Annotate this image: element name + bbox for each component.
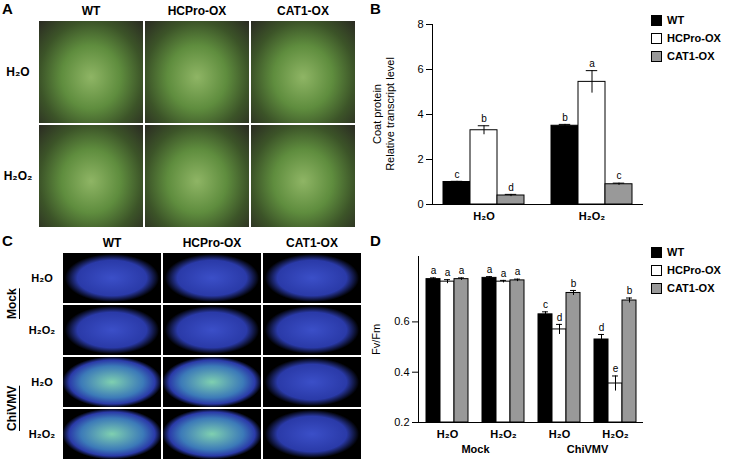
svg-text:H₂O₂: H₂O₂ bbox=[579, 210, 605, 222]
svg-text:e: e bbox=[613, 363, 619, 374]
svg-text:2: 2 bbox=[417, 153, 423, 165]
svg-text:6: 6 bbox=[417, 63, 423, 75]
html-text:CAT1-OX: CAT1-OX bbox=[667, 282, 715, 294]
html-text:H₂O₂: H₂O₂ bbox=[28, 324, 56, 336]
html-text:WT: WT bbox=[81, 4, 101, 18]
svg-text:0.4: 0.4 bbox=[394, 366, 409, 378]
svg-text:H₂O: H₂O bbox=[437, 428, 459, 440]
svg-text:0: 0 bbox=[417, 198, 423, 210]
svg-text:c: c bbox=[455, 169, 460, 180]
html-text:H₂O: H₂O bbox=[31, 272, 53, 284]
svg-text:a: a bbox=[459, 265, 465, 276]
svg-text:a: a bbox=[515, 266, 521, 277]
svg-text:b: b bbox=[481, 113, 487, 124]
html-text:D: D bbox=[370, 232, 381, 249]
html-text:B: B bbox=[370, 0, 381, 17]
html-text:HCPro-OX: HCPro-OX bbox=[667, 32, 721, 44]
svg-text:H₂O: H₂O bbox=[549, 428, 571, 440]
html-text:Mock: Mock bbox=[5, 288, 19, 320]
html-text:CAT1-OX: CAT1-OX bbox=[286, 236, 338, 250]
svg-text:a: a bbox=[501, 268, 507, 279]
svg-text:H₂O₂: H₂O₂ bbox=[602, 428, 628, 440]
html-text:H₂O₂: H₂O₂ bbox=[3, 169, 33, 183]
svg-text:ChiVMV: ChiVMV bbox=[567, 443, 609, 455]
svg-text:b: b bbox=[562, 112, 568, 123]
svg-text:d: d bbox=[508, 182, 514, 193]
svg-text:c: c bbox=[543, 299, 548, 310]
svg-text:a: a bbox=[589, 58, 595, 69]
svg-text:b: b bbox=[627, 285, 633, 296]
svg-text:d: d bbox=[557, 312, 563, 323]
html-text:A: A bbox=[2, 0, 13, 17]
svg-text:b: b bbox=[571, 278, 577, 289]
svg-text:a: a bbox=[487, 264, 493, 275]
html-text:WT: WT bbox=[102, 236, 122, 250]
html-text:H₂O₂: H₂O₂ bbox=[28, 428, 56, 440]
svg-text:0.2: 0.2 bbox=[394, 416, 409, 428]
svg-text:a: a bbox=[445, 267, 451, 278]
html-text:C: C bbox=[2, 232, 13, 249]
html-text:Coat protein: Coat protein bbox=[371, 84, 383, 144]
svg-text:c: c bbox=[617, 170, 622, 181]
html-text:HCPro-OX: HCPro-OX bbox=[167, 4, 227, 18]
html-text:H₂O: H₂O bbox=[31, 376, 53, 388]
svg-text:a: a bbox=[431, 265, 437, 276]
svg-text:0.6: 0.6 bbox=[394, 315, 409, 327]
html-text:WT: WT bbox=[667, 246, 685, 258]
html-text:CAT1-OX: CAT1-OX bbox=[667, 50, 715, 62]
html-text:Fv/Fm: Fv/Fm bbox=[370, 323, 383, 355]
html-text:HCPro-OX: HCPro-OX bbox=[667, 264, 721, 276]
html-text:HCPro-OX: HCPro-OX bbox=[182, 236, 242, 250]
html-text:Relative transcript level: Relative transcript level bbox=[384, 57, 396, 171]
svg-text:H₂O: H₂O bbox=[473, 210, 495, 222]
html-text:WT: WT bbox=[667, 14, 685, 26]
svg-text:8: 8 bbox=[417, 18, 423, 30]
html-text:CAT1-OX: CAT1-OX bbox=[277, 4, 329, 18]
svg-text:4: 4 bbox=[417, 108, 423, 120]
svg-text:Mock: Mock bbox=[461, 443, 490, 455]
html-text:H₂O: H₂O bbox=[6, 65, 30, 79]
svg-text:H₂O₂: H₂O₂ bbox=[490, 428, 516, 440]
html-text:ChiVMV: ChiVMV bbox=[5, 385, 19, 431]
svg-text:d: d bbox=[599, 322, 605, 333]
